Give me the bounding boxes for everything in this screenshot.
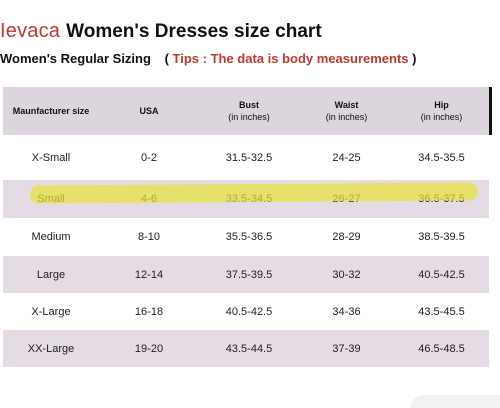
tips-text: Tips : The data is body measurements	[172, 51, 409, 66]
brand-name: Ievaca	[0, 20, 61, 42]
cell-hip: 40.5-42.5	[418, 268, 465, 281]
cell-hip: 34.5-35.5	[418, 151, 465, 164]
size-table: Maunfacturer size USA Bust (in inches) Wa…	[3, 87, 492, 402]
header-unit: (in inches)	[228, 112, 270, 122]
header-usa: USA	[99, 87, 199, 135]
table-row: Large 12-14 37.5-39.5 30-32 40.5-42.5	[3, 256, 489, 293]
cell-usa: 19-20	[134, 342, 164, 355]
tips-open-paren: (	[164, 51, 169, 66]
table-row: Medium 8-10 35.5-36.5 28-29 38.5-39.5	[3, 218, 489, 256]
cell-bust: 31.5-32.5	[225, 151, 273, 164]
header-label: USA	[139, 106, 159, 116]
cell-waist: 37-39	[332, 342, 361, 355]
cell-waist: 30-32	[332, 268, 361, 281]
header-bust: Bust (in inches)	[199, 87, 299, 135]
highlighter-mark	[29, 182, 479, 204]
cell-waist: 28-29	[332, 231, 361, 243]
tips-note: ( Tips : The data is body measurements )	[165, 51, 417, 66]
cell-usa: 16-18	[134, 305, 164, 318]
cell-hip: 46.5-48.5	[418, 342, 465, 355]
header-unit: (in inches)	[325, 112, 368, 122]
cell-usa: 8-10	[137, 231, 161, 243]
cell-bust: 43.5-44.5	[225, 342, 273, 355]
tips-close-paren: )	[412, 51, 417, 66]
cell-waist: 34-36	[332, 305, 361, 318]
cell-size: XX-Large	[27, 342, 75, 355]
cell-waist: 24-25	[332, 151, 361, 164]
header-waist: Waist (in inches)	[299, 87, 394, 135]
header-unit: (in inches)	[420, 112, 463, 122]
cell-usa: 12-14	[134, 268, 164, 281]
page-title: Ievaca Women's Dresses size chart	[0, 20, 322, 48]
table-row: X-Large 16-18 40.5-42.5 34-36 43.5-45.5	[3, 293, 489, 330]
cell-bust: 35.5-36.5	[225, 231, 273, 243]
header-label: Bust	[239, 100, 259, 110]
table-row: X-Small 0-2 31.5-32.5 24-25 34.5-35.5	[3, 135, 489, 180]
cell-usa: 0-2	[141, 151, 157, 164]
subtitle: Women's Regular Sizing ( Tips : The data…	[0, 51, 417, 66]
header-label: Waist	[334, 100, 359, 110]
cell-size: Medium	[31, 231, 71, 243]
header-manufacturer-size: Maunfacturer size	[3, 87, 99, 135]
cell-size: X-Large	[31, 305, 71, 318]
chart-title: Women's Dresses size chart	[66, 21, 322, 42]
cell-hip: 43.5-45.5	[418, 305, 465, 318]
cell-bust: 40.5-42.5	[225, 305, 273, 318]
table-edge-bar	[489, 87, 492, 135]
cell-size: X-Small	[31, 151, 71, 164]
cell-size: Large	[36, 268, 66, 281]
page-curl-shadow	[410, 395, 500, 408]
sizing-label: Women's Regular Sizing	[0, 51, 151, 66]
cell-hip: 38.5-39.5	[418, 231, 465, 243]
header-hip: Hip (in inches)	[394, 87, 489, 135]
table-header-row: Maunfacturer size USA Bust (in inches) Wa…	[3, 87, 489, 135]
cell-bust: 37.5-39.5	[225, 268, 273, 281]
header-label: Maunfacturer size	[12, 106, 90, 116]
table-row: XX-Large 19-20 43.5-44.5 37-39 46.5-48.5	[3, 330, 489, 367]
header-label: Hip	[434, 100, 449, 110]
